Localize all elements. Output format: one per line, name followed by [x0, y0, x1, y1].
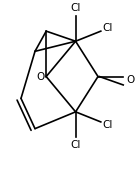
Text: Cl: Cl [102, 23, 113, 33]
Text: O: O [126, 75, 134, 85]
Text: Cl: Cl [70, 140, 81, 150]
Text: Cl: Cl [102, 120, 113, 130]
Text: Cl: Cl [70, 3, 81, 13]
Text: O: O [37, 71, 45, 81]
